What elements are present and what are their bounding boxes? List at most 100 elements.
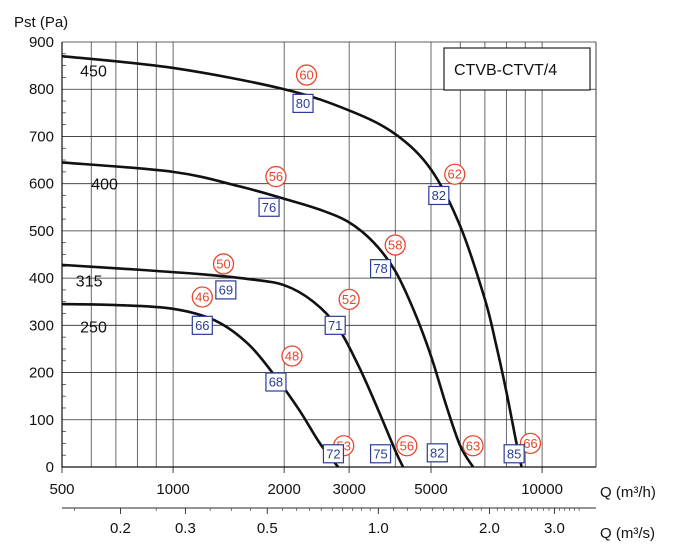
- marker-box-text: 82: [432, 188, 446, 203]
- marker-box: [292, 93, 314, 113]
- x-tick-label-primary: 10000: [521, 481, 563, 498]
- marker-box-text: 69: [219, 282, 233, 297]
- marker-box: [265, 372, 287, 392]
- efficiency-marker: 78: [369, 259, 392, 279]
- marker-box: [503, 444, 525, 464]
- marker-circle-text: 60: [299, 68, 313, 83]
- marker-circle-text: 56: [400, 438, 414, 453]
- curve-label: 400: [91, 177, 118, 194]
- x-tick-label-secondary: 3.0: [544, 520, 565, 537]
- marker-box: [191, 315, 213, 335]
- sound-power-marker: 56: [396, 435, 418, 457]
- sound-power-marker: 50: [212, 253, 235, 275]
- marker-box: [428, 185, 450, 206]
- y-tick-label: 900: [29, 34, 54, 51]
- marker-circle-text: 50: [216, 256, 230, 271]
- sound-power-marker: 66: [519, 432, 542, 455]
- marker-circle-text: 48: [285, 349, 299, 364]
- marker-box-text: 75: [373, 446, 387, 461]
- curve-label: 315: [76, 273, 103, 290]
- marker-box-text: 72: [326, 446, 340, 461]
- sound-power-marker: 60: [295, 64, 318, 86]
- chart-title: CTVB-CTVT/4: [454, 62, 557, 79]
- marker-box-text: 78: [373, 261, 387, 276]
- x-axis-title-secondary: Q (m³/s): [600, 525, 655, 542]
- chart-title-box: [443, 47, 591, 91]
- x-tick-label-secondary: 2.0: [479, 520, 500, 537]
- marker-box: [369, 259, 392, 279]
- efficiency-marker: 76: [258, 197, 280, 217]
- marker-box: [324, 315, 346, 335]
- efficiency-marker: 68: [265, 372, 287, 392]
- efficiency-marker: 66: [191, 315, 213, 335]
- marker-circle: [444, 163, 466, 185]
- y-tick-label: 800: [29, 81, 54, 98]
- y-tick-label: 200: [29, 365, 54, 382]
- x-tick-label-secondary: 1.0: [368, 520, 389, 537]
- grid: [61, 41, 597, 514]
- y-tick-label: 100: [29, 412, 54, 429]
- efficiency-marker: 69: [215, 280, 237, 300]
- series-curve-315: [61, 263, 405, 468]
- x-tick-label-secondary: 0.3: [175, 520, 196, 537]
- marker-circle: [295, 64, 318, 86]
- marker-circle: [338, 288, 360, 311]
- marker-circle-text: 62: [448, 167, 462, 182]
- y-tick-label: 600: [29, 176, 54, 193]
- sound-power-marker: 58: [384, 234, 406, 256]
- efficiency-marker: 80: [292, 93, 314, 113]
- x-tick-label-primary: 2000: [267, 481, 300, 498]
- marker-circle: [384, 234, 406, 256]
- y-tick-label: 0: [46, 459, 54, 476]
- sound-power-marker: 56: [265, 165, 287, 188]
- marker-box-text: 71: [328, 318, 342, 333]
- marker-box: [426, 443, 448, 463]
- marker-circle: [519, 432, 542, 455]
- sound-power-marker: 62: [444, 163, 466, 185]
- annotations: 6056625850465248535663668076827869667168…: [191, 64, 542, 464]
- y-tick-label: 500: [29, 223, 54, 240]
- marker-box-text: 80: [296, 96, 310, 111]
- series-curve-450: [61, 54, 523, 468]
- marker-box: [322, 444, 345, 464]
- x-tick-label-primary: 3000: [332, 481, 365, 498]
- marker-circle-text: 52: [342, 292, 356, 307]
- marker-circle: [396, 435, 418, 457]
- marker-box-text: 66: [195, 318, 209, 333]
- marker-circle-text: 58: [388, 238, 402, 253]
- marker-box: [369, 444, 392, 464]
- marker-circle: [212, 253, 235, 275]
- marker-circle-text: 56: [269, 169, 283, 184]
- x-tick-label-primary: 5000: [414, 481, 447, 498]
- marker-circle-text: 66: [523, 436, 537, 451]
- efficiency-marker: 82: [426, 443, 448, 463]
- marker-circle-text: 63: [466, 438, 480, 453]
- marker-circle: [462, 435, 484, 457]
- y-tick-label: 300: [29, 317, 54, 334]
- y-tick-label: 700: [29, 128, 54, 145]
- curve-label: 450: [80, 63, 107, 80]
- x-tick-label-secondary: 0.2: [110, 520, 131, 537]
- x-axis-title-primary: Q (m³/h): [600, 484, 656, 501]
- marker-box-text: 82: [430, 445, 444, 460]
- efficiency-marker: 72: [322, 444, 345, 464]
- marker-circle: [191, 286, 213, 308]
- marker-box-text: 76: [262, 200, 276, 215]
- series-curve-400: [61, 161, 475, 468]
- x-tick-label-primary: 500: [49, 481, 74, 498]
- sound-power-marker: 52: [338, 288, 360, 311]
- efficiency-marker: 71: [324, 315, 346, 335]
- y-tick-label: 400: [29, 270, 54, 287]
- marker-circle: [281, 345, 303, 367]
- efficiency-marker: 85: [503, 444, 525, 464]
- marker-circle: [265, 165, 287, 188]
- sound-power-marker: 46: [191, 286, 213, 308]
- efficiency-marker: 82: [428, 185, 450, 206]
- series-curve-250: [61, 302, 340, 468]
- marker-circle-text: 46: [195, 290, 209, 305]
- x-tick-label-secondary: 0.5: [257, 520, 278, 537]
- marker-box: [258, 197, 280, 217]
- labels: 0 100 200 300 400 500 600 700 800 900 500 1000 2000 3…: [29, 34, 565, 537]
- marker-box-text: 68: [269, 375, 283, 390]
